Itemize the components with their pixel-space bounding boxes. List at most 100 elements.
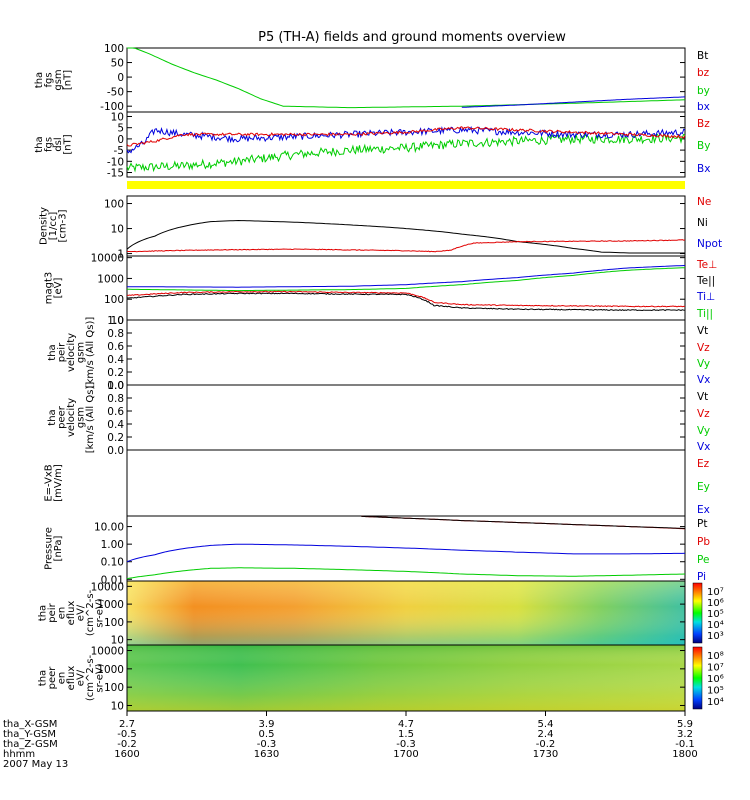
ytick-label: 0.6 [107,406,124,418]
ylabel-line: peer [47,666,58,690]
ylabel-line: eflux [66,666,77,691]
ylabel-line: gsm [53,69,64,90]
ylabel-line: Pressure [43,527,54,570]
ylabel-line: [cm-3] [58,209,69,242]
ytick-label: 10 [111,700,124,712]
xaxis-value: 2.7 [119,719,135,730]
ylabel-line: tha [34,72,45,88]
ylabel: E=-VxB[mV/m] [43,464,64,502]
legend-Ex: Ex [697,504,710,516]
xaxis-value: 0.5 [259,729,275,740]
ylabel-line: [nPa] [53,535,64,561]
colorbar-tick-label: 10³ [707,631,724,642]
xaxis-value: 4.7 [398,719,414,730]
status-bar [127,181,685,189]
legend-bx: bx [697,101,710,113]
ylabel-line: tha [47,409,58,425]
ytick-label: 0.6 [107,341,124,353]
legend-Ti⊥: Ti⊥ [696,291,715,303]
ylabel-line: E=-VxB [43,464,54,501]
ytick-label: 10 [111,111,124,123]
colorbar-tick-label: 10⁵ [707,609,724,620]
xaxis-value: -0.5 [117,729,137,740]
ylabel-line: en [57,607,68,620]
ylabel-line: velocity [66,333,77,372]
xaxis-value: 3.2 [677,729,693,740]
ytick-label: 100 [104,294,124,306]
panel-pressure: 10.00 1.00 0.10 0.01 Pressure[nPa] Pt Pb Pe Pi [43,515,710,586]
colorbar-tick-label: 10⁵ [707,686,724,697]
colorbar-tick-label: 10⁶ [707,598,724,609]
series-Bz [126,126,686,147]
ytick-label: 1.0 [107,315,124,327]
ytick-label: 0.8 [107,393,124,405]
series-Ni [126,219,685,254]
spectrogram-overlay [127,581,685,645]
xaxis-value: -0.2 [536,739,556,750]
xaxis-value: 5.9 [677,719,693,730]
ylabel-line: [1/cc] [48,212,59,241]
ytick-label: 10000 [91,581,124,593]
panel-efield: E=-VxB[mV/m] Ez Ey Ex [43,449,710,517]
xaxis-value: 1730 [533,749,558,760]
series-By [126,133,686,173]
series-Te⊥ [126,290,686,308]
ylabel-line: [eV] [53,278,64,299]
ytick-label: 1 [117,249,124,261]
ylabel-line: sr-eV) [95,663,106,692]
ylabel-line: Density [39,207,50,245]
ylabel-line: velocity [66,398,77,437]
legend-Ez: Ez [697,458,710,470]
ytick-label: 10 [111,315,124,327]
xaxis-value: -0.1 [675,739,695,750]
ytick-label: 0.01 [101,574,124,586]
series-Ti|| [127,267,686,292]
ytick-label: 1000 [97,273,124,285]
legend-Pb: Pb [697,536,710,548]
series-Pt [361,515,686,529]
legend-Te⊥: Te⊥ [696,259,717,271]
ylabel: magt3[eV] [43,272,64,305]
legend-Pt: Pt [697,518,707,530]
ylabel: Pressure[nPa] [43,527,64,570]
series-Te|| [126,292,686,312]
ylabel-line: peir [57,342,68,362]
ytick-label: 0.0 [107,445,124,457]
ytick-label: 1.00 [101,539,124,551]
xaxis-value: 1600 [114,749,139,760]
xaxis-value: 3.9 [259,719,275,730]
ylabel-line: fgs [43,137,54,152]
ytick-label: 10.00 [94,522,124,534]
legend-Pi: Pi [697,571,706,583]
ytick-label: -5 [114,145,124,157]
series-Pe [126,567,686,580]
chart-title: P5 (TH-A) fields and ground moments over… [258,30,566,45]
legend-Pe: Pe [697,554,709,566]
xaxis-value: 1630 [254,749,279,760]
ylabel-line: tha [34,136,45,152]
ytick-label: 0 [117,134,124,146]
ytick-label: 10 [111,224,124,236]
legend-Vx: Vx [697,374,710,386]
ylabel-line: [km/s (All Qs)] [85,317,96,389]
legend-Bz: Bz [697,118,710,130]
ytick-label: 10000 [91,253,124,265]
panel-density: 100 10 1 Density[1/cc][cm-3] Ne Ni Npot [39,195,722,261]
ylabel: Density[1/cc][cm-3] [39,207,69,245]
legend-Ni: Ni [697,217,708,229]
ytick-label: 10 [111,635,124,647]
xaxis-value: -0.3 [257,739,277,750]
ytick-label: -10 [107,156,124,168]
xaxis-value: -0.2 [117,739,137,750]
ylabel-line: dsl [53,137,64,151]
ylabel-line: (cm^2-s- [85,654,96,701]
legend-Vt: Vt [697,391,708,403]
legend-Ey: Ey [697,481,710,493]
legend-Vt: Vt [697,325,708,337]
xaxis-row-label: tha_X-GSM [3,719,57,730]
panel-frame [126,319,686,386]
panel-temperature: 10000 1000 100 10 magt3[eV] Te⊥ Te|| Ti⊥ Ti|| [43,253,717,327]
